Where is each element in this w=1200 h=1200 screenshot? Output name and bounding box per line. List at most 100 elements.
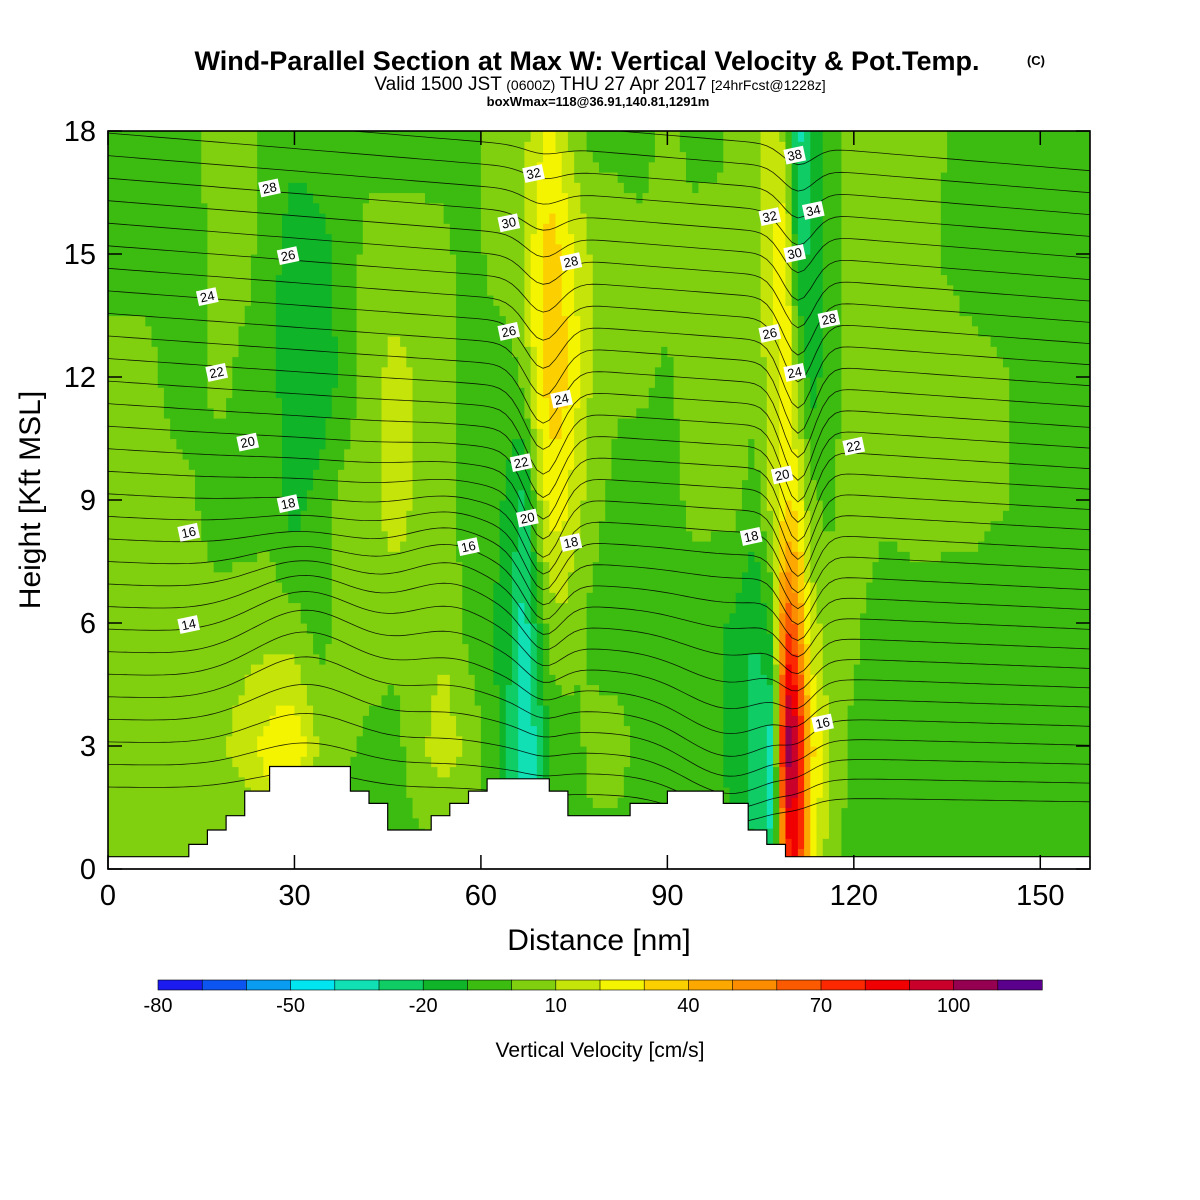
w-cell	[201, 233, 209, 245]
w-cell	[219, 592, 227, 604]
w-cell	[219, 643, 227, 655]
w-cell	[505, 448, 513, 460]
w-cell	[437, 705, 445, 716]
w-cell	[288, 295, 296, 306]
w-cell	[294, 643, 302, 655]
w-cell	[306, 407, 314, 419]
w-cell	[207, 725, 215, 737]
w-cell	[263, 479, 271, 491]
w-cell	[244, 776, 252, 788]
w-cell	[530, 530, 538, 542]
w-cell	[114, 284, 122, 296]
w-cell	[282, 582, 289, 593]
w-cell	[151, 151, 159, 163]
w-cell	[418, 151, 426, 163]
w-cell	[387, 643, 395, 655]
w-cell	[114, 202, 122, 214]
w-cell	[300, 551, 308, 563]
w-cell	[282, 684, 289, 696]
w-cell	[431, 182, 439, 194]
w-cell	[145, 551, 153, 563]
w-cell	[163, 336, 171, 347]
w-cell	[393, 397, 401, 409]
w-cell	[157, 346, 165, 358]
w-cell	[456, 705, 463, 716]
w-cell	[201, 530, 209, 542]
w-cell	[157, 520, 165, 532]
w-cell	[412, 418, 420, 429]
w-cell	[362, 223, 370, 235]
w-cell	[474, 346, 482, 358]
w-cell	[257, 254, 264, 265]
w-cell	[139, 725, 146, 737]
w-cell	[400, 182, 407, 194]
w-cell	[462, 264, 470, 276]
w-cell	[244, 243, 252, 255]
w-cell	[369, 756, 376, 768]
w-cell	[331, 623, 339, 634]
w-cell	[157, 243, 165, 255]
w-cell	[350, 592, 358, 604]
w-cell	[232, 602, 240, 614]
w-cell	[139, 776, 146, 788]
w-cell	[263, 366, 271, 378]
w-cell	[400, 315, 407, 327]
w-cell	[511, 438, 519, 450]
w-cell	[474, 172, 482, 183]
w-cell	[325, 428, 333, 440]
w-cell	[213, 664, 221, 675]
w-cell	[499, 746, 507, 757]
w-cell	[207, 684, 215, 696]
w-cell	[443, 561, 451, 573]
w-cell	[151, 459, 159, 470]
w-cell	[393, 612, 401, 624]
w-cell	[238, 407, 246, 419]
w-cell	[393, 161, 401, 173]
w-cell	[163, 202, 171, 214]
w-cell	[238, 448, 246, 460]
w-cell	[487, 356, 494, 368]
w-cell	[524, 356, 532, 368]
w-cell	[126, 674, 134, 686]
w-cell	[412, 684, 420, 696]
chart-title: Wind-Parallel Section at Max W: Vertical…	[195, 46, 980, 76]
w-cell	[132, 664, 140, 675]
w-cell	[499, 459, 507, 470]
w-cell	[344, 243, 351, 255]
w-cell	[418, 305, 426, 317]
w-cell	[157, 161, 165, 173]
w-cell	[381, 653, 389, 665]
w-cell	[188, 284, 196, 296]
w-cell	[337, 346, 345, 358]
w-cell	[114, 131, 122, 142]
w-cell	[244, 530, 252, 542]
w-cell	[400, 561, 407, 573]
w-cell	[468, 684, 476, 696]
w-cell	[275, 377, 283, 388]
w-cell	[226, 705, 233, 716]
w-cell	[381, 366, 389, 378]
w-cell	[151, 182, 159, 194]
w-cell	[250, 674, 258, 686]
w-cell	[288, 643, 296, 655]
w-cell	[313, 571, 320, 583]
w-cell	[188, 602, 196, 614]
w-cell	[300, 612, 308, 624]
w-cell	[387, 459, 395, 470]
w-cell	[132, 274, 140, 286]
w-cell	[182, 664, 190, 675]
w-cell	[306, 664, 314, 675]
w-cell	[207, 264, 215, 276]
w-cell	[126, 366, 134, 378]
w-cell	[219, 489, 227, 501]
w-cell	[114, 828, 122, 839]
w-cell	[120, 828, 128, 839]
w-cell	[219, 469, 227, 481]
w-cell	[337, 582, 345, 593]
w-cell	[300, 520, 308, 532]
w-cell	[188, 633, 196, 645]
w-cell	[188, 715, 196, 727]
w-cell	[157, 530, 165, 542]
w-cell	[232, 510, 240, 522]
w-cell	[132, 172, 140, 183]
